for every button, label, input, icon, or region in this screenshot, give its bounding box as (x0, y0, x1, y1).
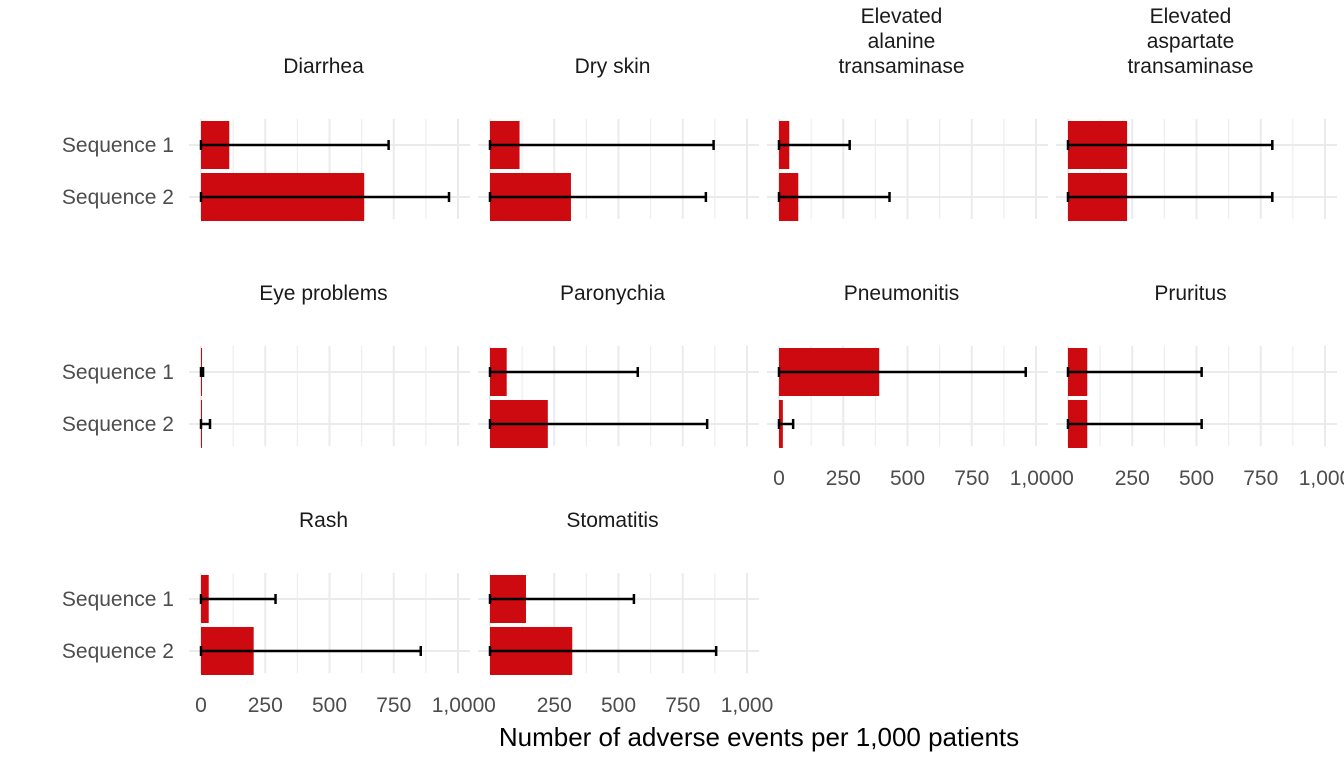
x-tick-label: 750 (376, 694, 411, 717)
error-bar (1066, 419, 1203, 429)
error-bar (1066, 140, 1274, 150)
panel-title: Elevated (861, 5, 943, 28)
error-bar (777, 192, 891, 202)
panel: Pruritus 0 250 500 750 1,000 (1056, 282, 1344, 490)
x-tick-label: 0 (1062, 467, 1074, 490)
panel-title: Dry skin (575, 55, 651, 78)
error-bar (777, 419, 795, 429)
x-tick-label: 0 (484, 694, 496, 717)
error-bar (199, 594, 277, 604)
x-tick-label: 250 (1115, 467, 1150, 490)
panel-title: transaminase (838, 55, 964, 78)
panel-title: Rash (299, 509, 348, 532)
panel: Paronychia (478, 282, 759, 448)
error-bar (1066, 192, 1274, 202)
panel-title: Stomatitis (566, 509, 658, 532)
error-bar (488, 419, 709, 429)
error-bar (199, 646, 422, 656)
panel-title: Pneumonitis (844, 282, 960, 305)
panel-title: Elevated (1150, 5, 1232, 28)
x-tick-label: 750 (1243, 467, 1278, 490)
y-tick-label: Sequence 2 (62, 413, 174, 436)
x-tick-label: 500 (601, 694, 636, 717)
y-tick-label: Sequence 2 (62, 640, 174, 663)
panel: Eye problems Sequence 1 Sequence 2 (62, 282, 470, 448)
x-tick-label: 250 (826, 467, 861, 490)
panel-title: aspartate (1147, 30, 1235, 53)
panel-title: Pruritus (1154, 282, 1226, 305)
panel-title: alanine (868, 30, 936, 53)
panel-title: Eye problems (259, 282, 387, 305)
y-tick-label: Sequence 2 (62, 186, 174, 209)
error-bar (199, 367, 205, 377)
panel: Rash Sequence 1 Sequence 2 0 250 500 750 1,000 (62, 509, 484, 717)
panel-title: transaminase (1127, 55, 1253, 78)
x-tick-label: 1,000 (432, 694, 485, 717)
x-tick-label: 0 (195, 694, 207, 717)
error-bar (488, 367, 640, 377)
y-tick-label: Sequence 1 (62, 361, 174, 384)
x-tick-label: 1,000 (1299, 467, 1344, 490)
error-bar (488, 140, 715, 150)
error-bar (199, 419, 212, 429)
x-tick-label: 0 (773, 467, 785, 490)
error-bar (199, 140, 390, 150)
x-tick-label: 250 (537, 694, 572, 717)
panel-title: Diarrhea (283, 55, 364, 78)
error-bar (488, 646, 718, 656)
panel: Pneumonitis 0 250 500 750 1,000 (767, 282, 1062, 490)
x-tick-label: 1,000 (721, 694, 774, 717)
x-tick-label: 500 (312, 694, 347, 717)
error-bar (488, 192, 708, 202)
error-bar (777, 367, 1027, 377)
panel-title: Paronychia (560, 282, 665, 305)
y-tick-label: Sequence 1 (62, 588, 174, 611)
x-axis-title: Number of adverse events per 1,000 patie… (499, 722, 1019, 752)
x-tick-label: 500 (1179, 467, 1214, 490)
panel: Stomatitis 0 250 500 750 1,000 (478, 509, 773, 717)
x-tick-label: 750 (665, 694, 700, 717)
x-tick-label: 500 (890, 467, 925, 490)
panel: Diarrhea Sequence 1 Sequence 2 (62, 55, 470, 221)
error-bar (777, 140, 851, 150)
error-bar (488, 594, 636, 604)
x-tick-label: 1,000 (1010, 467, 1063, 490)
error-bar (199, 192, 451, 202)
x-tick-label: 250 (248, 694, 283, 717)
x-tick-label: 750 (954, 467, 989, 490)
panel: Dry skin (478, 55, 759, 221)
error-bar (1066, 367, 1203, 377)
panels-layer: Diarrhea Sequence 1 Sequence 2 Dry skin Elev… (62, 5, 1344, 717)
y-tick-label: Sequence 1 (62, 134, 174, 157)
